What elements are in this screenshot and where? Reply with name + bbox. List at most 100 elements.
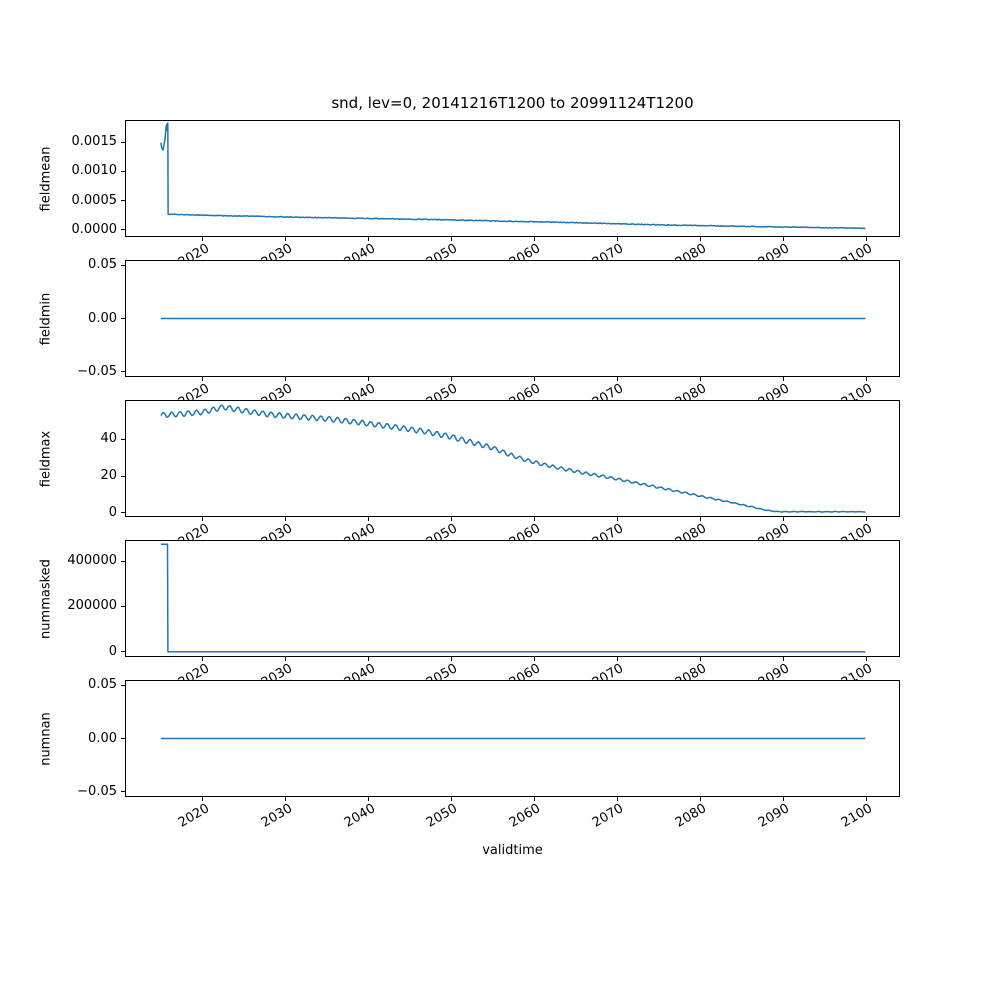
x-tick-label: 2040 bbox=[341, 521, 378, 551]
x-tick-mark bbox=[285, 657, 287, 661]
x-tick-label: 2090 bbox=[756, 381, 793, 411]
x-tick-mark bbox=[368, 377, 370, 381]
x-tick-mark bbox=[451, 657, 453, 661]
x-tick-label: 2100 bbox=[839, 521, 876, 551]
x-tick-mark bbox=[368, 657, 370, 661]
x-tick-label: 2070 bbox=[590, 801, 627, 831]
x-tick-label: 2100 bbox=[839, 801, 876, 831]
y-tick-mark bbox=[121, 738, 125, 739]
axes-box bbox=[125, 400, 900, 517]
x-tick-label: 2080 bbox=[673, 661, 710, 691]
x-tick-label: 2020 bbox=[175, 241, 212, 271]
x-tick-mark bbox=[865, 797, 867, 801]
y-tick-label: 0 bbox=[108, 504, 117, 520]
y-tick-label: 0.0015 bbox=[71, 134, 118, 150]
plot-canvas bbox=[160, 543, 866, 653]
y-tick-label: 0.05 bbox=[88, 677, 117, 693]
x-tick-mark bbox=[782, 797, 784, 801]
y-tick-mark bbox=[121, 318, 125, 319]
x-tick-label: 2030 bbox=[258, 241, 295, 271]
x-tick-label: 2060 bbox=[507, 661, 544, 691]
x-tick-label: 2040 bbox=[341, 661, 378, 691]
x-tick-mark bbox=[451, 797, 453, 801]
x-tick-mark bbox=[616, 377, 618, 381]
x-tick-mark bbox=[285, 377, 287, 381]
x-tick-mark bbox=[616, 517, 618, 521]
x-tick-label: 2060 bbox=[507, 521, 544, 551]
x-tick-label: 2050 bbox=[424, 381, 461, 411]
series-line-fieldmean bbox=[160, 122, 866, 230]
plot-canvas bbox=[160, 404, 866, 513]
x-tick-mark bbox=[451, 377, 453, 381]
y-tick-label: 0 bbox=[108, 643, 117, 659]
y-tick-label: −0.05 bbox=[77, 363, 117, 379]
x-tick-mark bbox=[202, 237, 204, 241]
y-tick-label: 20 bbox=[100, 468, 117, 484]
x-tick-mark bbox=[782, 517, 784, 521]
x-tick-mark bbox=[202, 797, 204, 801]
x-tick-label: 2060 bbox=[507, 381, 544, 411]
x-tick-label: 2020 bbox=[175, 801, 212, 831]
y-tick-label: 40 bbox=[100, 431, 117, 447]
x-tick-mark bbox=[533, 517, 535, 521]
x-tick-mark bbox=[616, 237, 618, 241]
y-tick-mark bbox=[121, 560, 125, 562]
x-tick-mark bbox=[202, 377, 204, 381]
x-tick-label: 2070 bbox=[590, 521, 627, 551]
y-axis-title: nummasked bbox=[38, 558, 54, 639]
y-tick-label: 0.0000 bbox=[71, 221, 118, 237]
axes-box bbox=[125, 120, 900, 237]
x-tick-label: 2070 bbox=[590, 241, 627, 271]
x-tick-label: 2020 bbox=[175, 381, 212, 411]
x-tick-label: 2040 bbox=[341, 801, 378, 831]
x-tick-label: 2100 bbox=[839, 661, 876, 691]
y-axis-title: numnan bbox=[38, 711, 54, 766]
x-tick-mark bbox=[782, 237, 784, 241]
y-tick-mark bbox=[121, 651, 125, 653]
x-tick-label: 2050 bbox=[424, 661, 461, 691]
x-tick-label: 2090 bbox=[756, 241, 793, 271]
x-tick-mark bbox=[865, 237, 867, 241]
y-tick-mark bbox=[121, 512, 125, 514]
x-tick-mark bbox=[285, 517, 287, 521]
x-tick-label: 2070 bbox=[590, 381, 627, 411]
x-tick-mark bbox=[699, 657, 701, 661]
x-tick-mark bbox=[616, 797, 618, 801]
y-tick-mark bbox=[121, 229, 125, 231]
y-tick-mark bbox=[121, 200, 125, 202]
x-tick-mark bbox=[699, 797, 701, 801]
x-tick-label: 2060 bbox=[507, 801, 544, 831]
x-tick-mark bbox=[451, 237, 453, 241]
y-tick-mark bbox=[121, 371, 125, 373]
y-tick-mark bbox=[121, 684, 125, 686]
x-tick-mark bbox=[782, 657, 784, 661]
y-tick-label: 0.05 bbox=[88, 257, 117, 273]
y-tick-mark bbox=[121, 791, 125, 793]
y-tick-label: 0.0010 bbox=[71, 163, 118, 179]
x-tick-mark bbox=[699, 517, 701, 521]
y-tick-mark bbox=[121, 264, 125, 266]
x-tick-label: 2080 bbox=[673, 521, 710, 551]
x-tick-mark bbox=[865, 377, 867, 381]
x-tick-mark bbox=[865, 517, 867, 521]
x-tick-label: 2030 bbox=[258, 661, 295, 691]
x-tick-mark bbox=[202, 517, 204, 521]
y-axis-title: fieldmean bbox=[38, 146, 54, 211]
x-tick-label: 2100 bbox=[839, 241, 876, 271]
x-tick-mark bbox=[533, 377, 535, 381]
axes-box bbox=[125, 260, 900, 377]
y-tick-label: −0.05 bbox=[77, 783, 117, 799]
x-tick-label: 2040 bbox=[341, 381, 378, 411]
x-tick-label: 2030 bbox=[258, 521, 295, 551]
x-tick-label: 2020 bbox=[175, 521, 212, 551]
x-tick-label: 2050 bbox=[424, 241, 461, 271]
x-tick-mark bbox=[533, 797, 535, 801]
x-tick-mark bbox=[368, 237, 370, 241]
x-tick-label: 2070 bbox=[590, 661, 627, 691]
x-tick-label: 2090 bbox=[756, 661, 793, 691]
x-tick-label: 2100 bbox=[839, 381, 876, 411]
x-tick-mark bbox=[699, 237, 701, 241]
x-tick-mark bbox=[533, 657, 535, 661]
x-tick-mark bbox=[451, 517, 453, 521]
y-tick-label: 400000 bbox=[67, 553, 117, 569]
